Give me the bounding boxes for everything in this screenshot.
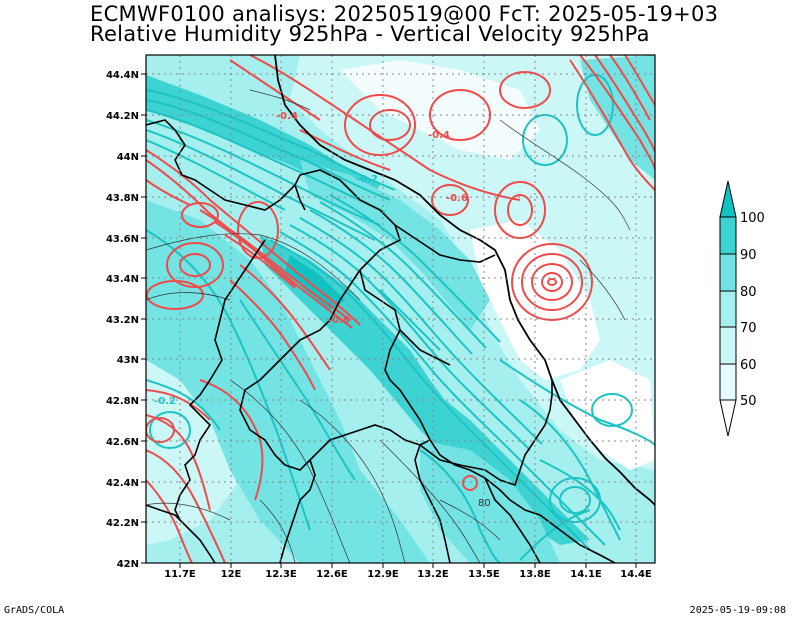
rh-fill-dark-band-core [285, 255, 345, 310]
lon-label: 11.7E [164, 569, 196, 580]
colorbar-label: 70 [740, 321, 757, 336]
colorbar-segment-80-90 [719, 253, 737, 292]
vv-label-1: -0.4 [276, 111, 298, 122]
colorbar-segment-70-80 [719, 290, 737, 328]
map-title-line1: ECMWF0100 analisys: 20250519@00 FcT: 202… [90, 2, 719, 26]
lon-label: 14.4E [620, 569, 652, 580]
rh-fill-dark-north-east [300, 160, 490, 330]
lat-label: 44.2N [106, 111, 139, 122]
rh-fill-white-3 [340, 60, 540, 160]
lon-label: 13.8E [519, 569, 551, 580]
timestamp-label: 2025-05-19-09:08 [689, 605, 786, 616]
colorbar-segment-50-60 [719, 363, 737, 401]
grid-lines [146, 55, 655, 563]
colorbar-label: 60 [740, 358, 757, 373]
lat-label: 43.2N [106, 315, 139, 326]
colorbar-arrow-top [719, 180, 737, 218]
lat-label: 42N [117, 559, 139, 570]
colorbar-segment-60-70 [719, 326, 737, 365]
lat-label: 43N [117, 355, 139, 366]
lon-label: 12.3E [265, 569, 297, 580]
lat-label: 44N [117, 152, 139, 163]
vv-label-5: -0.2 [154, 396, 176, 407]
rh-fill-white-1 [470, 220, 600, 380]
lon-label: 14.1E [570, 569, 602, 580]
lat-label: 42.6N [106, 437, 139, 448]
rh-fill-dark-se [420, 440, 560, 563]
colorbar [719, 180, 737, 437]
credit-label: GrADS/COLA [4, 605, 65, 616]
lon-label: 13.2E [417, 569, 449, 580]
colorbar-segment-90-100 [719, 216, 737, 255]
lat-label: 43.4N [106, 274, 139, 285]
colorbar-label: 50 [740, 394, 757, 409]
lat-label: 44.4N [106, 70, 139, 81]
vv-label-6: -0.2 [356, 174, 378, 185]
thin-contours [146, 89, 631, 563]
map-title-line2: Relative Humidity 925hPa - Vertical Velo… [90, 22, 650, 46]
lat-label: 42.2N [106, 518, 139, 529]
lat-label: 42.4N [106, 478, 139, 489]
colorbar-label: 80 [740, 285, 757, 300]
colorbar-label: 90 [740, 248, 757, 263]
colorbar-label: 100 [740, 211, 765, 226]
rh-fill-dark-mid [146, 200, 430, 563]
lat-label: 43.8N [106, 193, 139, 204]
plot-frame [145, 54, 656, 564]
tick-marks [141, 73, 637, 568]
lon-label: 12.9E [367, 569, 399, 580]
lon-label: 12.6E [316, 569, 348, 580]
rh-label-80: 80 [478, 498, 491, 509]
colorbar-arrow-bottom [719, 399, 737, 437]
lat-label: 42.8N [106, 396, 139, 407]
coastline [274, 55, 655, 506]
vv-contours [146, 55, 655, 563]
vv-label-2: -0.4 [428, 130, 450, 141]
lat-label: 43.6N [106, 234, 139, 245]
lon-label: 12E [221, 569, 242, 580]
vv-label-3: -0.6 [446, 193, 468, 204]
lon-label: 13.5E [468, 569, 500, 580]
vv-label-4: -0.8 [328, 315, 350, 326]
rh-fill-white-2 [560, 360, 655, 470]
